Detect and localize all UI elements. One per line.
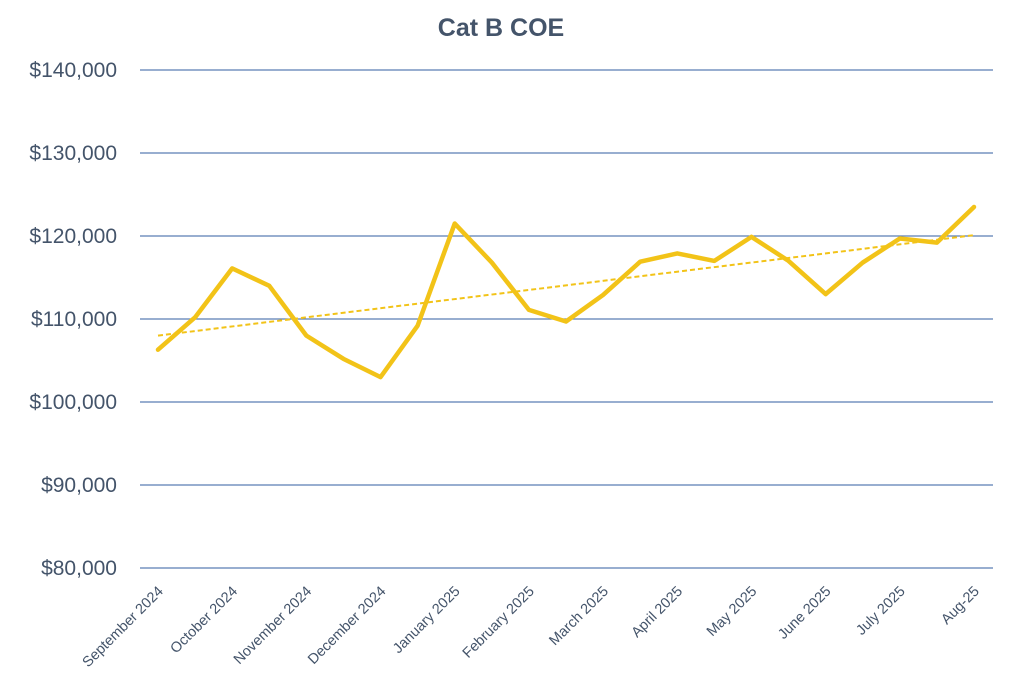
y-tick-label: $100,000 (29, 391, 117, 414)
x-tick-label: July 2025 (853, 584, 908, 639)
x-tick-label: February 2025 (460, 584, 538, 662)
series-layer (155, 204, 977, 380)
x-tick-label: December 2024 (305, 584, 389, 668)
y-axis-ticks: $140,000 $130,000 $120,000 $110,000 $100,000… (29, 59, 117, 580)
x-tick-label: October 2024 (168, 584, 241, 657)
y-tick-label: $110,000 (31, 308, 117, 331)
x-tick-label: November 2024 (231, 584, 315, 668)
y-tick-label: $80,000 (41, 557, 117, 580)
y-tick-label: $90,000 (41, 474, 117, 497)
x-tick-label: March 2025 (546, 584, 611, 649)
y-tick-label: $130,000 (29, 142, 117, 165)
chart-title: Cat B COE (438, 14, 564, 42)
x-tick-label: Aug-25 (938, 584, 982, 628)
gridlines (140, 69, 993, 569)
y-tick-label: $140,000 (29, 59, 117, 82)
y-tick-label: $120,000 (29, 225, 117, 248)
x-tick-label: January 2025 (390, 584, 463, 657)
series-line (155, 204, 977, 380)
x-tick-label: April 2025 (629, 584, 686, 641)
x-tick-label: September 2024 (80, 584, 167, 671)
x-tick-label: May 2025 (704, 584, 760, 640)
x-tick-label: June 2025 (775, 584, 834, 643)
